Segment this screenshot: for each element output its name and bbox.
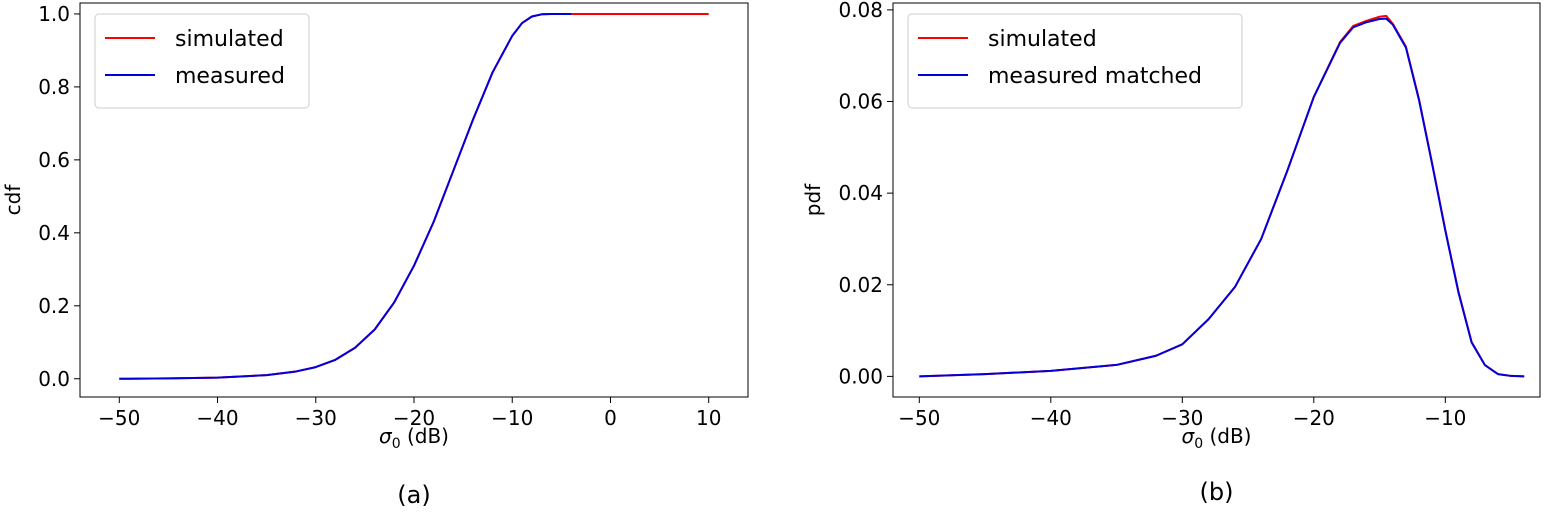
x-axis-label-subscript: 0 <box>392 436 401 452</box>
y-tick-label: 0.2 <box>38 294 70 318</box>
y-tick-label: 0.06 <box>838 90 883 114</box>
panel-caption: (a) <box>397 481 430 509</box>
x-tick-label: −50 <box>898 406 940 430</box>
legend-label: simulated <box>175 27 284 52</box>
x-axis-label: σ0 (dB) <box>379 424 449 452</box>
x-tick-label: −30 <box>1161 406 1203 430</box>
x-tick-label: −10 <box>491 406 533 430</box>
y-tick-label: 0.6 <box>38 148 70 172</box>
x-tick-label: 0 <box>604 406 617 430</box>
x-tick-label: −40 <box>196 406 238 430</box>
x-tick-label: −10 <box>1424 406 1466 430</box>
axes-frame <box>892 2 1541 398</box>
legend: simulated measured <box>94 13 310 109</box>
x-tick-label: −20 <box>393 406 435 430</box>
panel-a: −50 −40 −30 −20 −10 0 100.00.20.40.60.81.0σ0 (… <box>1 2 749 509</box>
x-axis-label-unit: (dB) <box>1203 424 1251 448</box>
series-line-measured-matched <box>919 17 1525 378</box>
y-axis-label: pdf <box>801 183 825 216</box>
x-tick-label: −50 <box>98 406 140 430</box>
x-axis-label-symbol: σ <box>1182 424 1196 448</box>
panel-caption: (b) <box>1200 478 1234 506</box>
y-tick-label: 1.0 <box>38 2 70 26</box>
x-tick-label: −20 <box>1293 406 1335 430</box>
y-tick-label: 0.4 <box>38 221 70 245</box>
x-axis-label-symbol: σ <box>379 424 393 448</box>
y-tick-label: 0.04 <box>838 181 883 205</box>
x-axis-label: σ0 (dB) <box>1182 424 1252 452</box>
y-tick-label: 0.08 <box>838 0 883 22</box>
legend-label: simulated <box>988 27 1097 52</box>
y-axis-label: cdf <box>1 184 25 216</box>
y-tick-label: 0.02 <box>838 273 883 297</box>
x-tick-label: −30 <box>295 406 337 430</box>
x-tick-label: −40 <box>1030 406 1072 430</box>
x-tick-label: 10 <box>696 406 721 430</box>
y-tick-label: 0.0 <box>38 367 70 391</box>
y-tick-label: 0.8 <box>38 75 70 99</box>
legend-label: measured matched <box>988 64 1202 89</box>
y-tick-label: 0.00 <box>838 364 883 388</box>
panel-b: −50 −40 −30 −20 −10 0.00 0.02 0.04 0.06 0.08 σ0 (d… <box>801 0 1541 506</box>
x-axis-label-subscript: 0 <box>1194 436 1203 452</box>
legend-label: measured <box>175 64 285 89</box>
series-line-measured <box>119 12 572 380</box>
legend-box <box>907 13 1243 109</box>
legend: simulated measured matched <box>907 13 1243 109</box>
x-axis-label-unit: (dB) <box>401 424 449 448</box>
